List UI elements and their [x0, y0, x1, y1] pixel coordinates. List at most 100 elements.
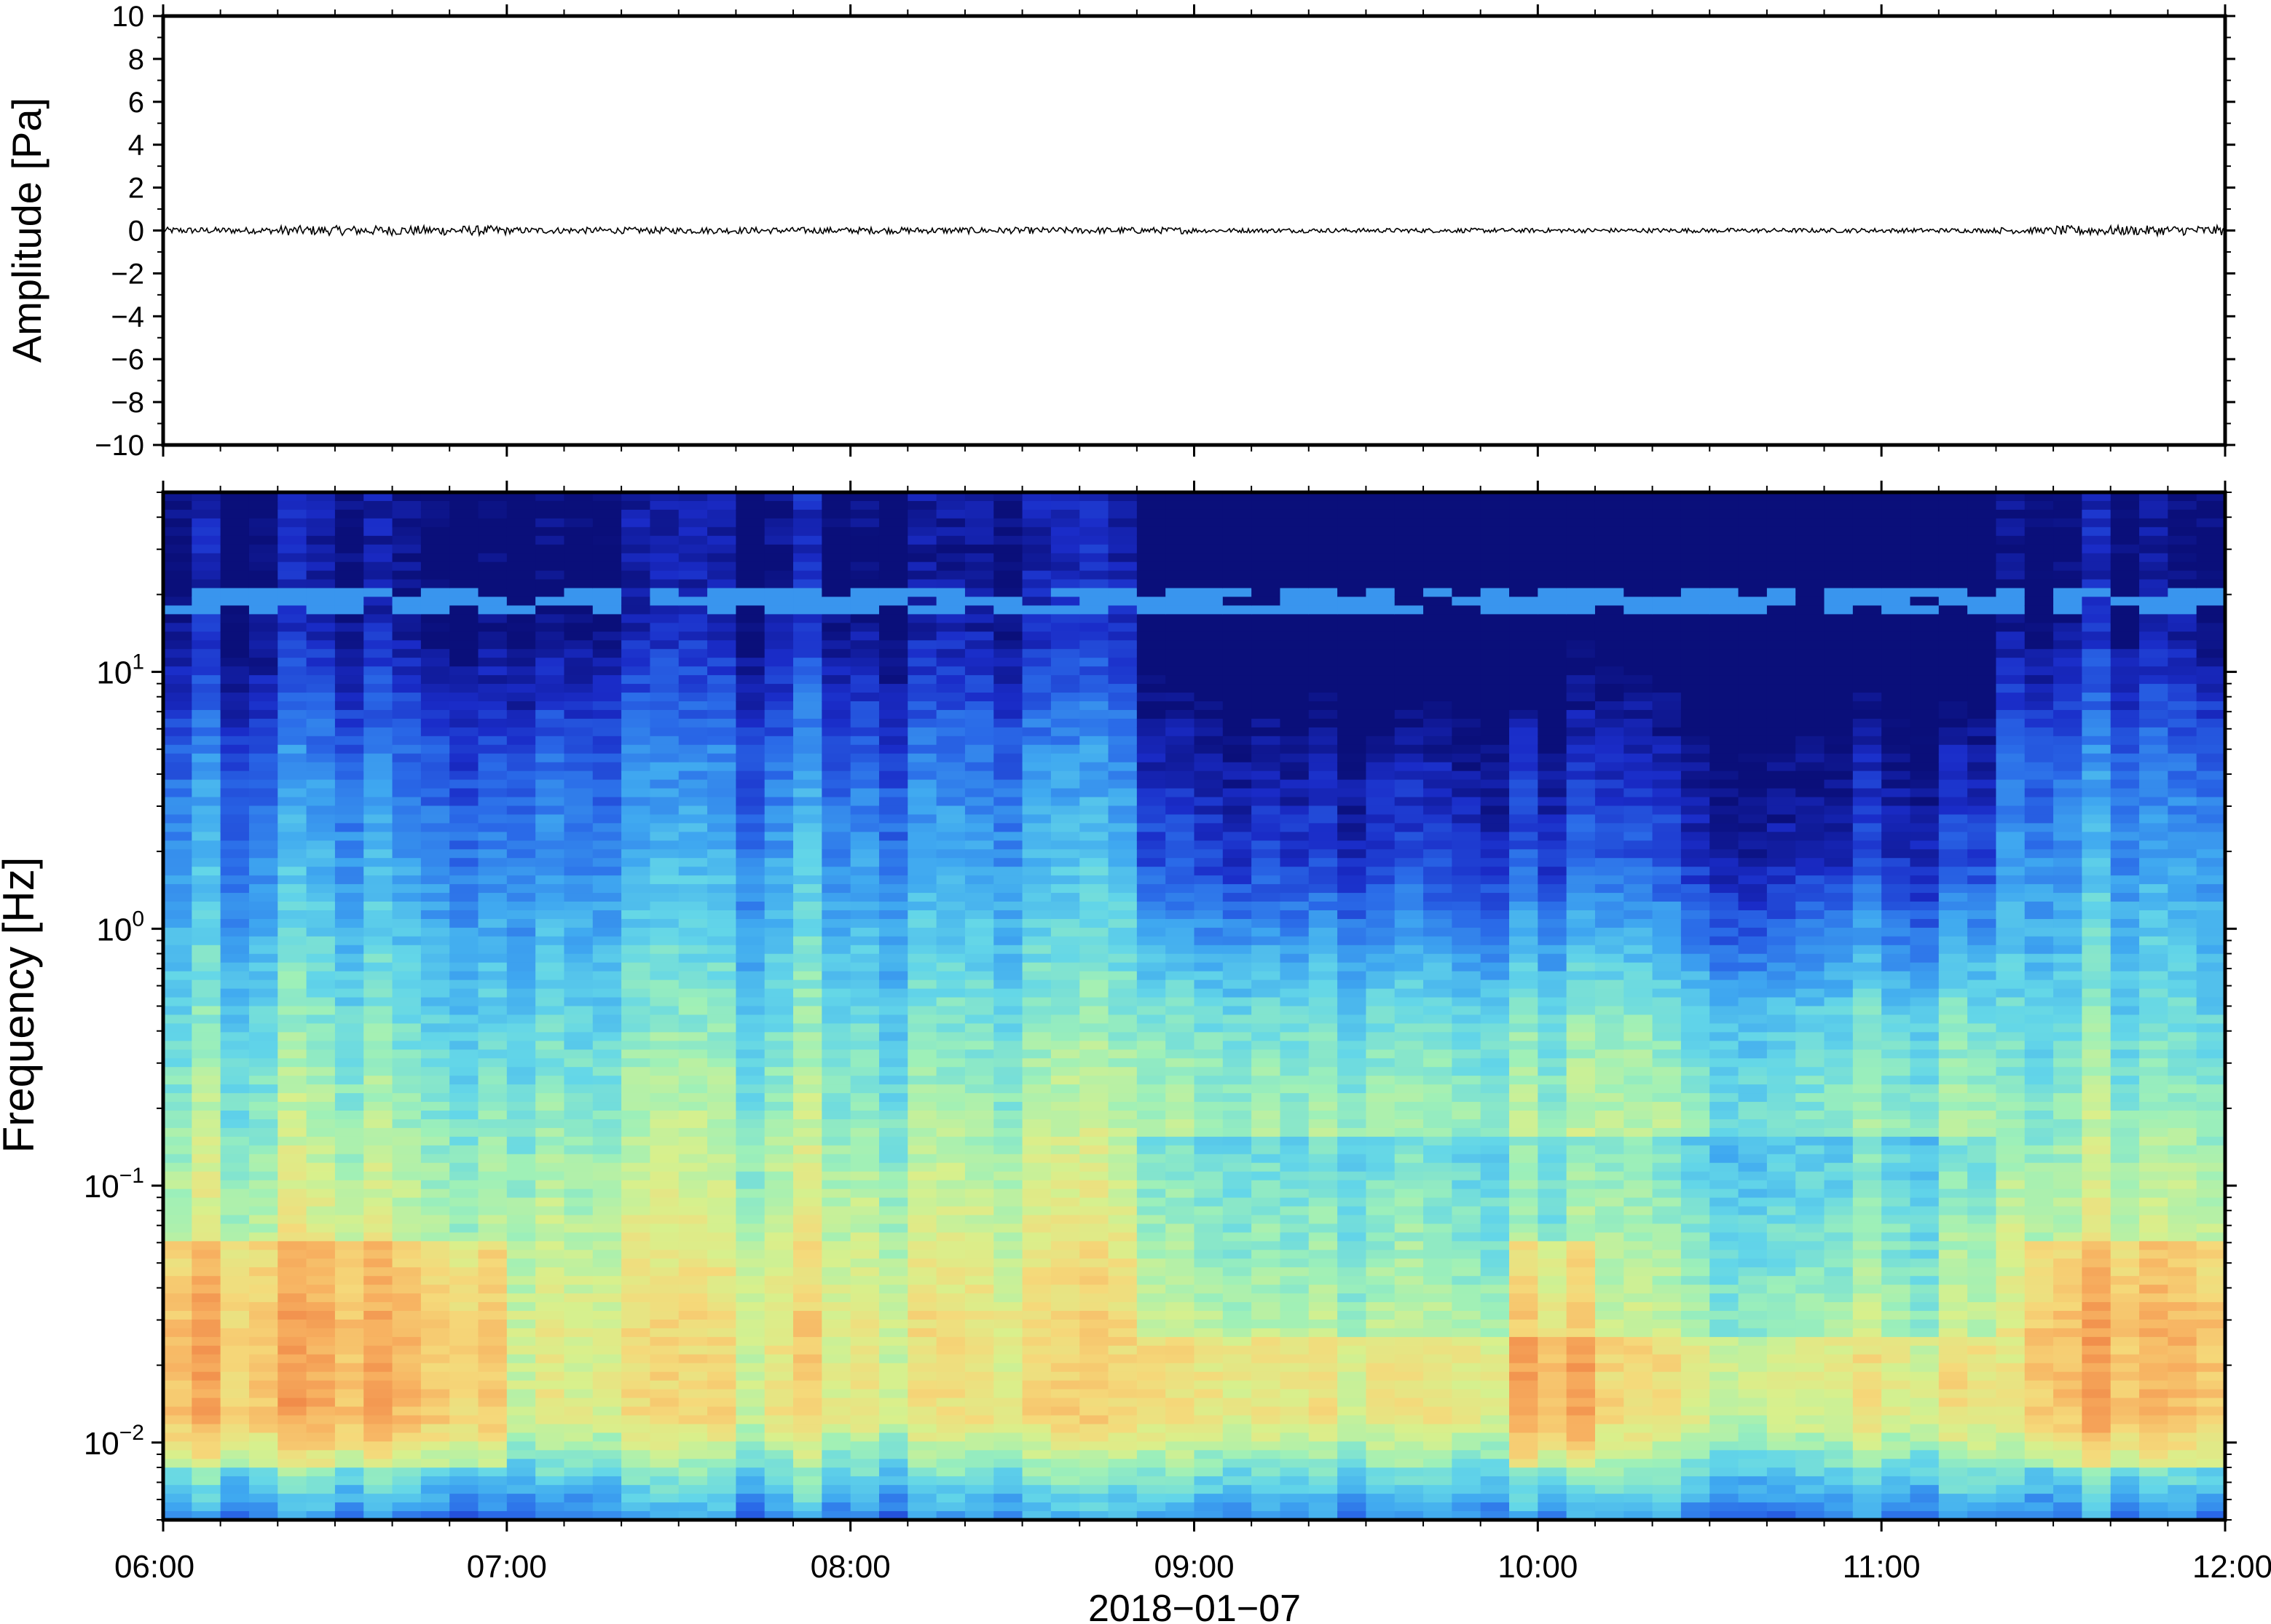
spectrogram-cell — [420, 770, 450, 781]
spectrogram-cell — [822, 1389, 851, 1399]
spectrogram-cell — [964, 1380, 995, 1390]
spectrogram-cell — [1079, 962, 1109, 972]
spectrogram-cell — [363, 1041, 393, 1051]
spectrogram-cell — [764, 518, 794, 528]
spectrogram-cell — [449, 875, 479, 885]
spectrogram-cell — [736, 953, 765, 963]
spectrogram-cell — [1022, 623, 1052, 633]
spectrogram-cell — [764, 1467, 794, 1478]
spectrogram-cell — [192, 910, 221, 920]
spectrogram-cell — [1050, 1215, 1081, 1225]
spectrogram-cell — [564, 553, 594, 563]
spectrogram-cell — [1022, 588, 1052, 598]
spectrogram-cell — [1251, 596, 1281, 607]
spectrogram-cell — [334, 753, 365, 763]
spectrogram-cell — [1194, 1406, 1224, 1416]
spectrogram-cell — [1165, 1467, 1195, 1478]
spectrogram-cell — [592, 1189, 622, 1199]
spectrogram-cell — [1050, 1319, 1081, 1329]
spectrogram-cell — [1050, 1206, 1081, 1216]
spectrogram-cell — [306, 1328, 336, 1338]
spectrogram-cell — [1050, 1241, 1081, 1251]
spectrogram-cell — [278, 631, 307, 642]
spectrogram-cell — [592, 1459, 622, 1469]
spectrogram-cell — [1280, 1371, 1310, 1381]
spectrogram-cell — [278, 945, 307, 955]
spectrogram-cell — [535, 1302, 565, 1312]
spectrogram-cell — [449, 1215, 479, 1225]
spectrogram-cell — [650, 1476, 680, 1486]
spectrogram-cell — [850, 500, 880, 511]
spectrogram-cell — [1222, 1049, 1252, 1060]
spectrogram-cell — [1308, 1049, 1338, 1060]
spectrogram-cell — [1050, 1345, 1081, 1355]
spectrogram-cell — [993, 936, 1023, 946]
spectrogram-cell — [306, 553, 336, 563]
spectrogram-cell — [478, 1136, 508, 1146]
spectrogram-cell — [1222, 666, 1252, 676]
spectrogram-cell — [936, 1389, 966, 1399]
spectrogram-cell — [420, 588, 450, 598]
spectrogram-cell — [1136, 1494, 1166, 1503]
spectrogram-cell — [363, 718, 393, 728]
spectrogram-cell — [1194, 718, 1224, 728]
spectrogram-cell — [1280, 736, 1310, 746]
spectrogram-cell — [1222, 1084, 1252, 1094]
spectrogram-cell — [449, 588, 479, 598]
spectrogram-cell — [278, 1189, 307, 1199]
spectrogram-cell — [1165, 953, 1195, 963]
spectrogram-cell — [707, 918, 737, 929]
spectrogram-cell — [1050, 1476, 1081, 1486]
spectrogram-cell — [1194, 570, 1224, 580]
spectrogram-cell — [850, 527, 880, 537]
spectrogram-cell — [1136, 1502, 1166, 1512]
spectrogram-cell — [1251, 962, 1281, 972]
spectrogram-cell — [678, 649, 708, 658]
spectrogram-cell — [1280, 1162, 1310, 1172]
spectrogram-cell — [306, 1267, 336, 1277]
spectrogram-cell — [278, 1232, 307, 1242]
spectrogram-cell — [248, 1093, 279, 1103]
spectrogram-cell — [334, 1502, 365, 1512]
spectrogram-cell — [535, 1441, 565, 1451]
spectrogram-cell — [908, 849, 937, 859]
spectrogram-cell — [192, 902, 221, 911]
spectrogram-cell — [478, 1084, 508, 1094]
spectrogram-cell — [1079, 1285, 1109, 1294]
spectrogram-cell — [621, 640, 651, 650]
spectrogram-cell — [220, 779, 250, 789]
spectrogram-cell — [736, 1102, 765, 1111]
spectrogram-cell — [248, 561, 279, 572]
spectrogram-cell — [993, 544, 1023, 554]
spectrogram-cell — [1280, 1093, 1310, 1103]
spectrogram-cell — [1050, 666, 1081, 676]
spectrogram-cell — [1136, 1110, 1166, 1120]
spectrogram-cell — [1108, 1180, 1138, 1190]
spectrogram-cell — [1108, 1067, 1138, 1076]
spectrogram-cell — [1251, 1241, 1281, 1251]
spectrogram-cell — [707, 814, 737, 824]
spectrogram-cell — [678, 971, 708, 981]
spectrogram-cell — [650, 823, 680, 833]
spectrogram-cell — [278, 867, 307, 876]
spectrogram-cell — [878, 927, 909, 937]
spectrogram-cell — [506, 649, 536, 658]
spectrogram-cell — [1251, 814, 1281, 824]
spectrogram-cell — [621, 875, 651, 885]
spectrogram-cell — [1251, 1014, 1281, 1025]
spectrogram-cell — [621, 814, 651, 824]
spectrogram-cell — [1251, 1336, 1281, 1347]
spectrogram-cell — [420, 1032, 450, 1042]
spectrogram-cell — [822, 858, 851, 867]
spectrogram-cell — [592, 1067, 622, 1076]
spectrogram-cell — [192, 744, 221, 754]
spectrogram-cell — [707, 858, 737, 867]
spectrogram-cell — [1194, 1232, 1224, 1242]
spectrogram-cell — [621, 1154, 651, 1164]
spectrogram-cell — [908, 797, 937, 807]
spectrogram-cell — [278, 1093, 307, 1103]
spectrogram-cell — [707, 779, 737, 789]
spectrogram-cell — [707, 1067, 737, 1076]
spectrogram-cell — [1079, 509, 1109, 519]
spectrogram-cell — [334, 936, 365, 946]
